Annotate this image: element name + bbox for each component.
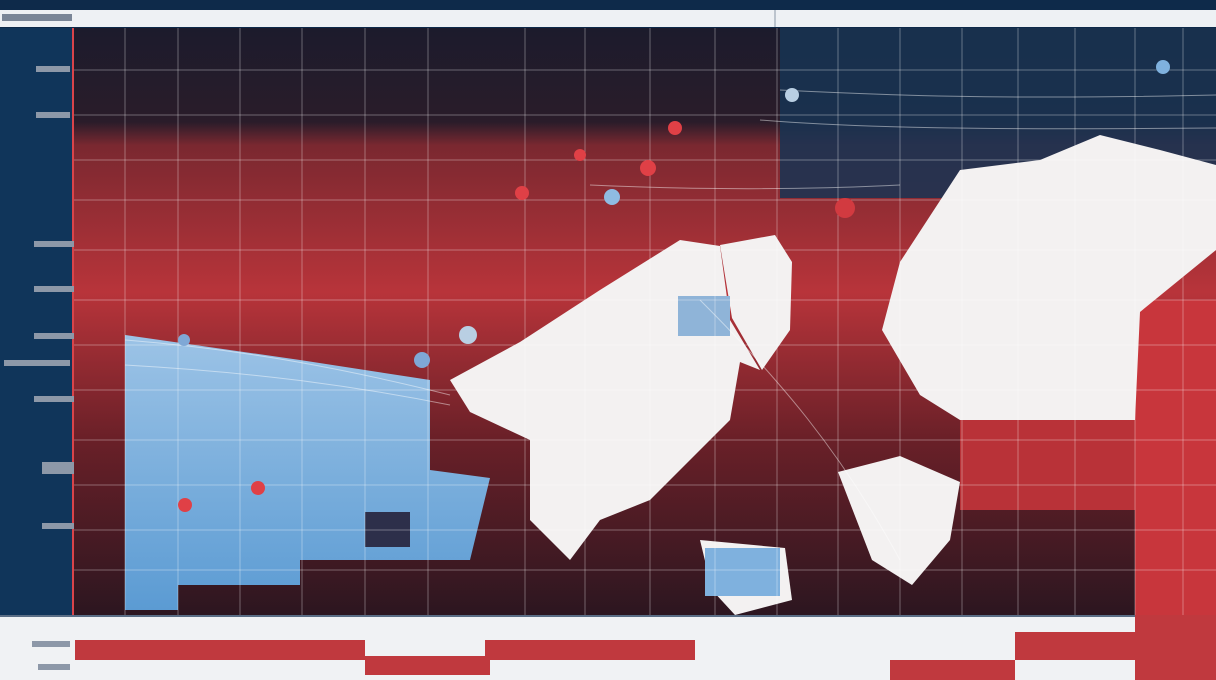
bottom-bar xyxy=(1015,632,1135,660)
flow-line xyxy=(124,339,451,396)
marker xyxy=(640,160,656,176)
marker xyxy=(251,481,265,495)
marker xyxy=(178,498,192,512)
red-block-south xyxy=(960,420,1135,510)
bottom-bar xyxy=(890,660,1015,680)
flow-line xyxy=(759,119,1216,130)
marker xyxy=(668,121,682,135)
label-smudge xyxy=(42,523,82,529)
bottom-bars xyxy=(75,615,1216,680)
left-labels xyxy=(4,66,84,529)
marker xyxy=(459,326,477,344)
label-smudge xyxy=(34,241,84,247)
label-smudge xyxy=(34,286,74,292)
flow-line xyxy=(779,89,1216,98)
marker xyxy=(785,88,799,102)
dark-patch xyxy=(365,512,410,547)
bottom-bar xyxy=(365,656,490,675)
landmass-east xyxy=(882,135,1216,420)
bottom-bar xyxy=(1135,615,1216,680)
marker xyxy=(604,189,620,205)
markers xyxy=(178,60,1170,512)
flow-lines xyxy=(124,89,1216,561)
marker xyxy=(1156,60,1170,74)
marker xyxy=(515,186,529,200)
label-smudge xyxy=(32,641,70,647)
grid xyxy=(74,28,1216,615)
marker xyxy=(178,334,190,346)
blue-patch xyxy=(678,296,730,336)
label-smudge xyxy=(42,462,76,474)
label-smudge xyxy=(38,664,70,670)
label-smudge xyxy=(36,66,70,72)
blue-patch xyxy=(705,548,780,596)
landmass-island xyxy=(720,235,792,370)
top-bar-label xyxy=(2,14,72,21)
red-block-east xyxy=(1135,300,1216,615)
marker xyxy=(835,198,855,218)
landmass-south xyxy=(838,456,960,585)
marker xyxy=(414,352,430,368)
label-smudge xyxy=(4,360,70,366)
label-smudge xyxy=(36,112,70,118)
flow-line xyxy=(699,299,901,561)
left-panel xyxy=(0,28,72,615)
top-bar xyxy=(0,10,1216,27)
label-smudge xyxy=(34,333,74,339)
bottom-bar xyxy=(485,640,695,660)
bottom-labels xyxy=(32,641,70,670)
bottom-bar xyxy=(75,640,365,660)
flow-line xyxy=(124,364,451,406)
label-smudge xyxy=(34,396,74,402)
flow-line xyxy=(589,184,901,190)
marker xyxy=(574,149,586,161)
